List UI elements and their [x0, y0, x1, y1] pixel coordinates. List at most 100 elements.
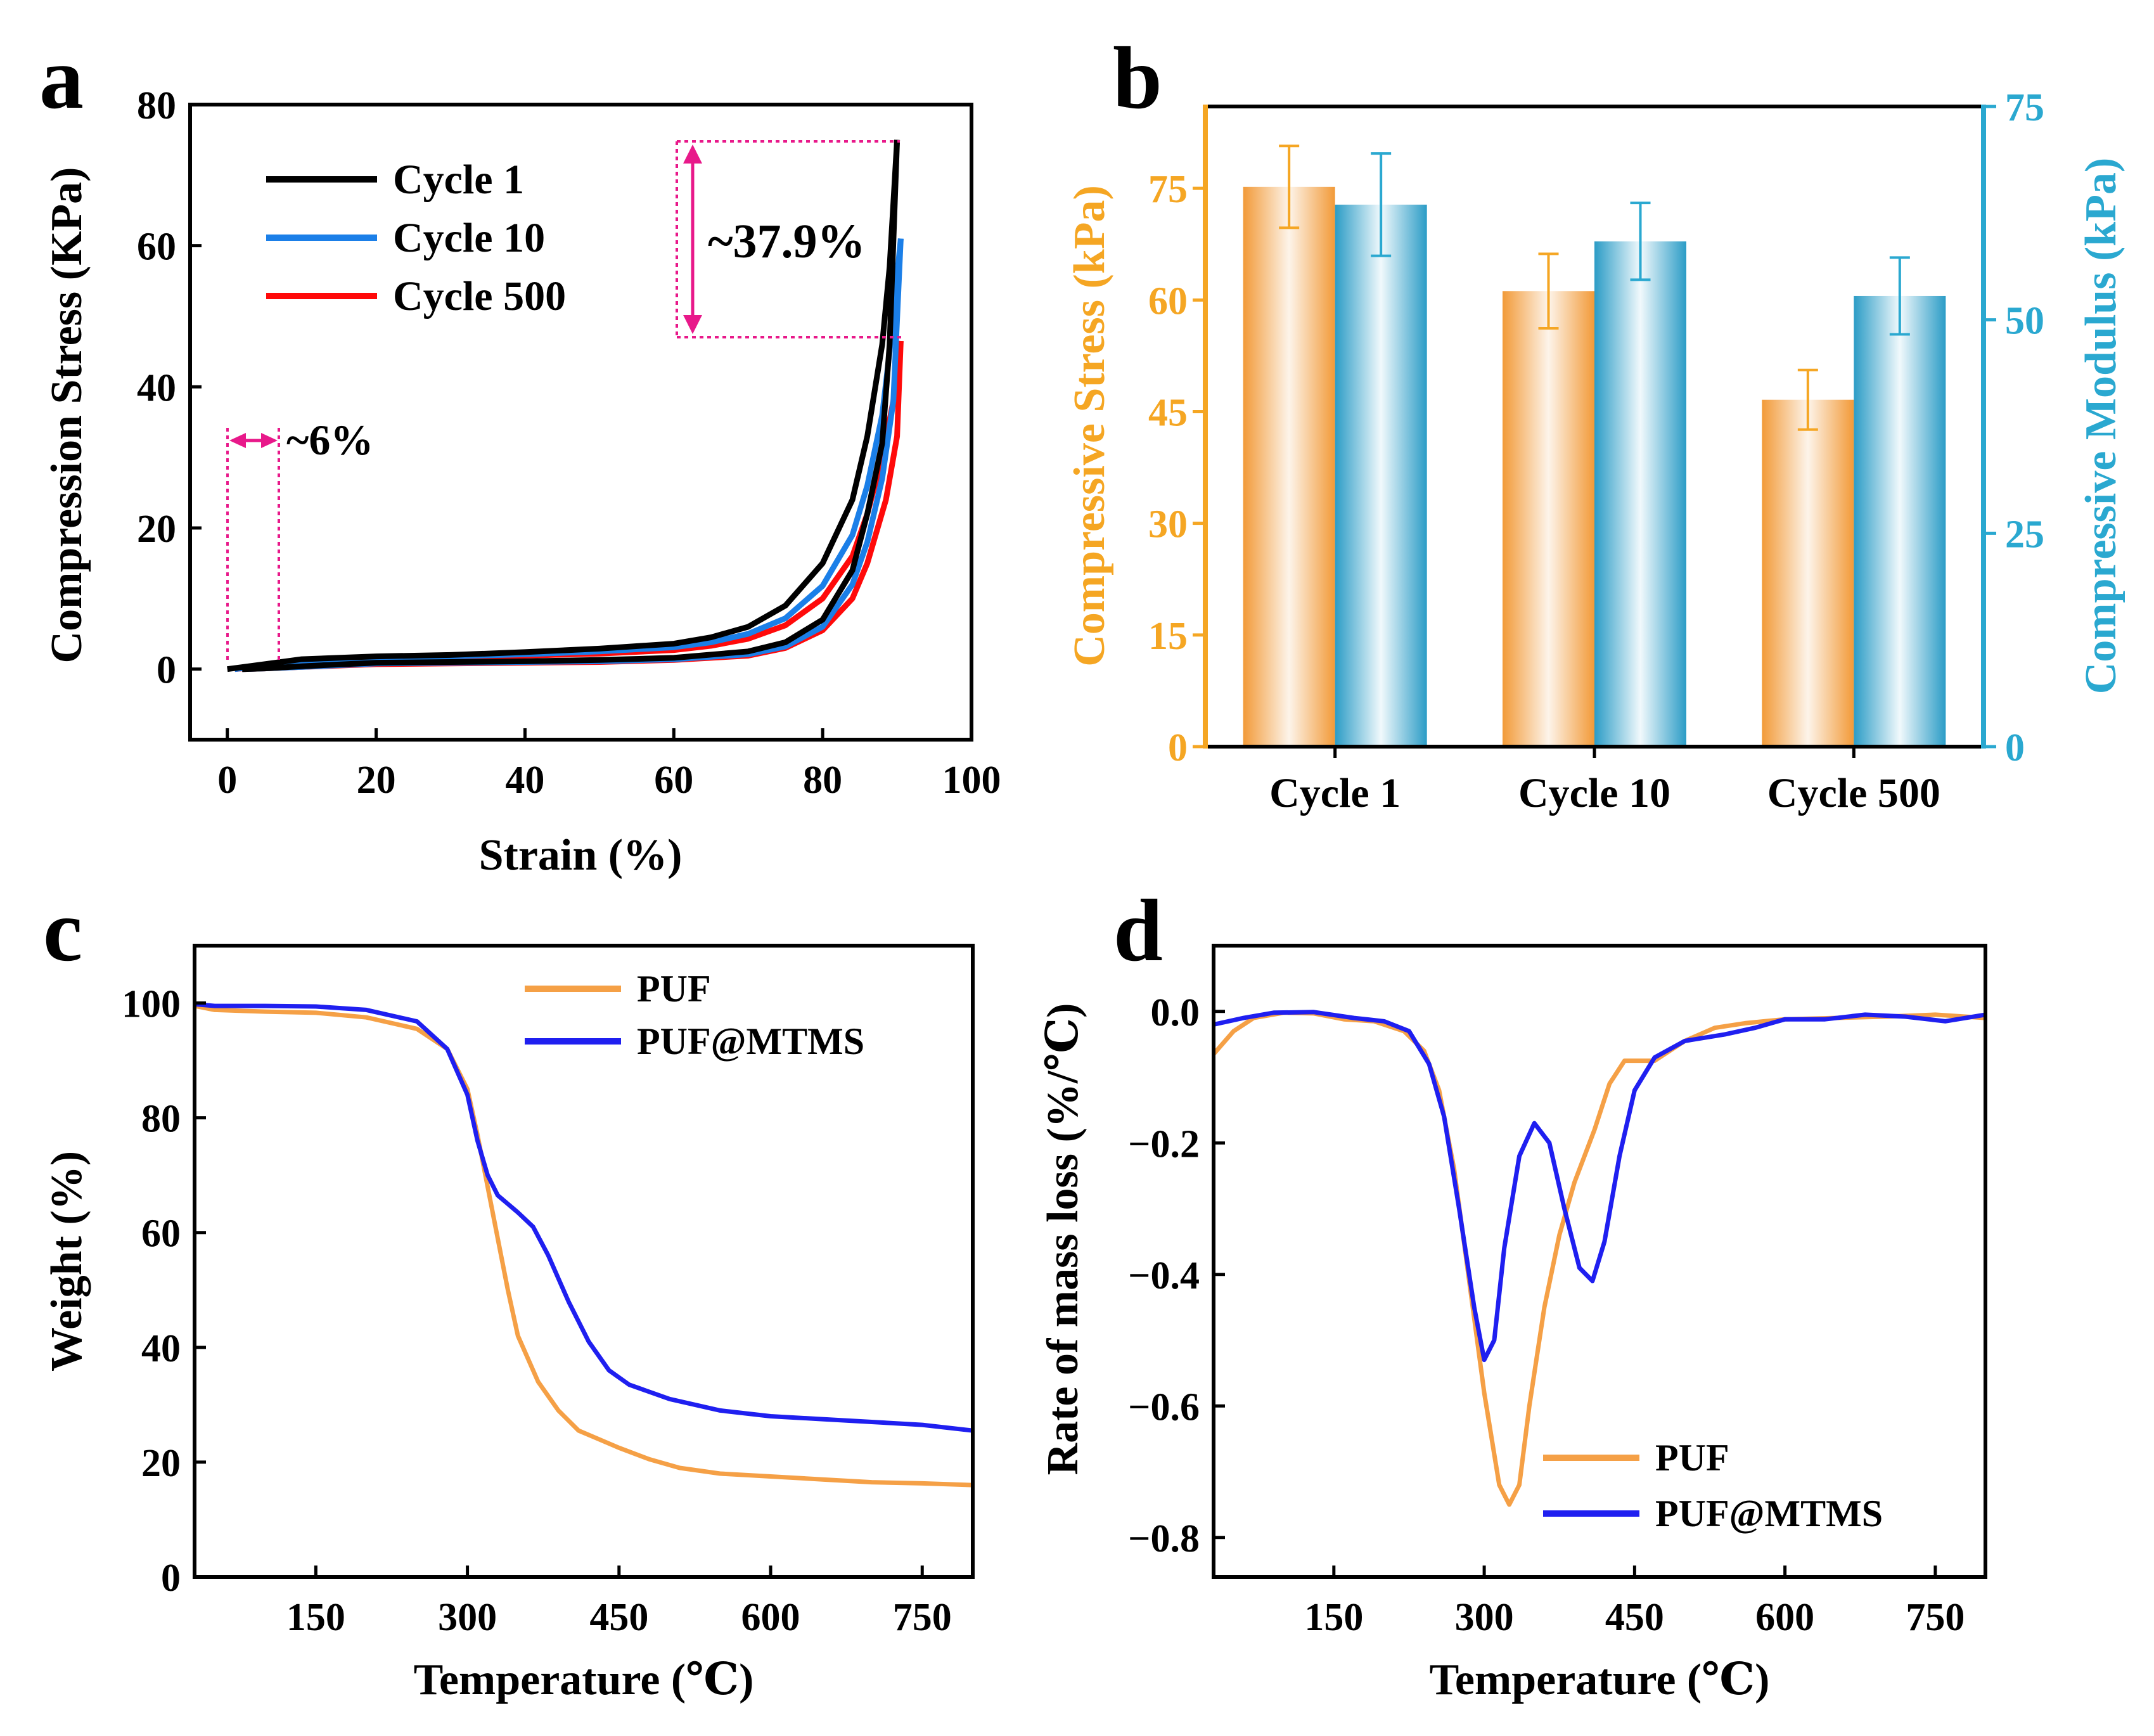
- panel-d-xtick-label: 300: [1455, 1596, 1514, 1639]
- series-line-cycle-1-loading: [227, 139, 901, 672]
- annotation-residual-arrowhead-left: [229, 433, 246, 448]
- panel-d-ylabel: Rate of mass loss (%/℃): [1039, 1003, 1087, 1476]
- series-line-cycle-500-loading: [234, 340, 904, 672]
- panel-d-ytick-label: −0.2: [1128, 1122, 1200, 1166]
- panel-b-right-ytick-label: 50: [2005, 300, 2044, 343]
- bar-compressive-modulus-cycle-500: [1854, 295, 1946, 747]
- panel-b-category-label: Cycle 10: [1518, 770, 1670, 816]
- panel-a-ylabel: Compression Stress (KPa): [42, 167, 91, 664]
- panel-c: c 150 300 450 600 750 0 20 40 60 80 100 Temperatur…: [42, 882, 975, 1704]
- panel-a-letter: a: [39, 29, 84, 127]
- panel-b-left-ytick-label: 15: [1148, 615, 1188, 658]
- series-line-cycle-1-unloading: [242, 139, 901, 672]
- panel-b-ylabel-left: Compressive Stress (kPa): [1065, 185, 1114, 667]
- panel-d: d 150 300 450 600 750 −0.8 −0.6 −0.4 −0.2 0.0 Tem…: [1039, 882, 1987, 1704]
- panel-a-plot-content: [227, 139, 904, 672]
- bar-compressive-modulus-cycle-10: [1594, 241, 1686, 747]
- panel-d-ytick-label: −0.4: [1128, 1254, 1200, 1297]
- panel-b-left-ytick-label: 0: [1168, 726, 1188, 769]
- panel-c-ytick-label: 40: [141, 1327, 181, 1370]
- annotation-peak-drop: ~37.9%: [676, 140, 903, 338]
- series-line-cycle-500-unloading: [242, 340, 904, 672]
- panel-a-xtick-label: 0: [217, 759, 237, 802]
- panel-c-plot-content: [194, 1001, 973, 1488]
- panel-a-ytick-label: 0: [157, 649, 176, 692]
- annotation-peak-drop-arrowhead-bottom: [683, 315, 702, 334]
- panel-d-xtick-label: 750: [1906, 1596, 1965, 1639]
- panel-b-category-label: Cycle 1: [1269, 770, 1401, 816]
- panel-d-ytick-label: −0.6: [1128, 1386, 1200, 1429]
- panel-b-plot-content: [1243, 145, 1946, 747]
- panel-d-xtick-label: 450: [1605, 1596, 1664, 1639]
- panel-c-letter: c: [43, 882, 82, 980]
- panel-b-right-ytick-label: 25: [2005, 513, 2044, 556]
- panel-b-left-ytick-label: 30: [1148, 503, 1188, 546]
- panel-d-xlabel: Temperature (℃): [1430, 1656, 1770, 1704]
- legend-label-cycle-1: Cycle 1: [393, 157, 524, 203]
- annotation-residual-label: ~6%: [286, 416, 373, 464]
- panel-a-xtick-label: 100: [942, 759, 1001, 802]
- panel-b-category-label: Cycle 500: [1767, 770, 1940, 816]
- panel-b-letter: b: [1113, 29, 1162, 127]
- panel-c-xtick-label: 750: [893, 1596, 952, 1639]
- panel-c-xtick-label: 600: [741, 1596, 800, 1639]
- panel-a-legend: Cycle 1 Cycle 10 Cycle 500: [266, 157, 566, 319]
- panel-b-right-ytick-label: 75: [2005, 86, 2044, 129]
- panel-c-legend: PUF PUF@MTMS: [525, 968, 864, 1062]
- panel-b-left-ytick-label: 60: [1148, 280, 1188, 323]
- panel-b: b Cycle 1 Cycle 10 Cycle 500 0 15 30 45 60 75 0 25…: [1065, 29, 2125, 816]
- panel-a-xtick-label: 80: [803, 759, 842, 802]
- series-line-puf: [194, 1003, 973, 1488]
- panel-d-plot-content: [1212, 1010, 1986, 1507]
- panel-d-axes-frame: [1212, 944, 1987, 1579]
- series-line-puf-mtms: [1213, 1010, 1986, 1363]
- panel-c-ticks: 150 300 450 600 750 0 20 40 60 80 100: [122, 983, 952, 1639]
- panel-a-ytick-label: 20: [137, 508, 176, 551]
- panel-b-left-ytick-label: 75: [1148, 168, 1188, 211]
- series-line-puf-mtms: [194, 1001, 973, 1433]
- panel-a-ticks: 0 20 40 60 80 100 0 20 40 60 80: [137, 84, 1001, 802]
- panel-c-ylabel: Weight (%): [42, 1151, 91, 1372]
- panel-c-xtick-label: 150: [286, 1596, 345, 1639]
- panel-a-ytick-label: 40: [137, 366, 176, 409]
- annotation-peak-drop-label: ~37.9%: [708, 215, 866, 268]
- bar-compressive-stress-cycle-1: [1243, 186, 1335, 747]
- legend-label-puf-mtms-d: PUF@MTMS: [1655, 1493, 1883, 1534]
- panel-a: a 0 20 40 60 80 100 0 20 40 60 80 Strain (%) Compr…: [39, 29, 1001, 880]
- panel-c-ytick-label: 100: [122, 983, 181, 1026]
- panel-c-xtick-label: 450: [589, 1596, 648, 1639]
- legend-label-puf: PUF: [637, 968, 711, 1010]
- bar-compressive-modulus-cycle-1: [1335, 204, 1427, 747]
- legend-label-cycle-500: Cycle 500: [393, 273, 566, 319]
- panel-b-left-ytick-label: 45: [1148, 392, 1188, 435]
- annotation-residual-arrowhead-right: [261, 433, 278, 448]
- panel-b-ylabel-right: Compressive Modulus (kPa): [2077, 158, 2125, 695]
- panel-a-xtick-label: 40: [505, 759, 544, 802]
- panel-c-ytick-label: 60: [141, 1212, 181, 1256]
- panel-d-letter: d: [1113, 882, 1163, 980]
- legend-label-cycle-10: Cycle 10: [393, 215, 545, 261]
- panel-d-legend: PUF PUF@MTMS: [1543, 1437, 1883, 1534]
- annotation-residual-strain: ~6%: [226, 416, 373, 663]
- annotation-peak-drop-arrowhead-top: [683, 145, 702, 164]
- panel-c-axes-frame: [193, 944, 975, 1579]
- panel-d-ticks: 150 300 450 600 750 −0.8 −0.6 −0.4 −0.2 0.0: [1128, 991, 1965, 1639]
- panel-a-ytick-label: 80: [137, 84, 176, 127]
- panel-a-xlabel: Strain (%): [479, 831, 683, 880]
- panel-b-right-ytick-label: 0: [2005, 726, 2025, 769]
- panel-a-xtick-label: 20: [357, 759, 396, 802]
- panel-c-ytick-label: 0: [161, 1557, 181, 1600]
- panel-d-ytick-label: 0.0: [1151, 991, 1200, 1034]
- panel-d-xtick-label: 150: [1304, 1596, 1363, 1639]
- panel-d-ytick-label: −0.8: [1128, 1517, 1200, 1560]
- panel-a-xtick-label: 60: [654, 759, 693, 802]
- legend-label-puf-mtms: PUF@MTMS: [637, 1020, 864, 1062]
- panel-c-xtick-label: 300: [438, 1596, 497, 1639]
- panel-b-ticks: Cycle 1 Cycle 10 Cycle 500 0 15 30 45 60 75 0 25 50…: [1148, 86, 2044, 816]
- panel-c-ytick-label: 80: [141, 1098, 181, 1141]
- bar-compressive-stress-cycle-500: [1762, 399, 1854, 747]
- bar-compressive-stress-cycle-10: [1503, 291, 1594, 747]
- panel-a-ytick-label: 60: [137, 226, 176, 269]
- panel-a-axes-frame: [188, 103, 973, 742]
